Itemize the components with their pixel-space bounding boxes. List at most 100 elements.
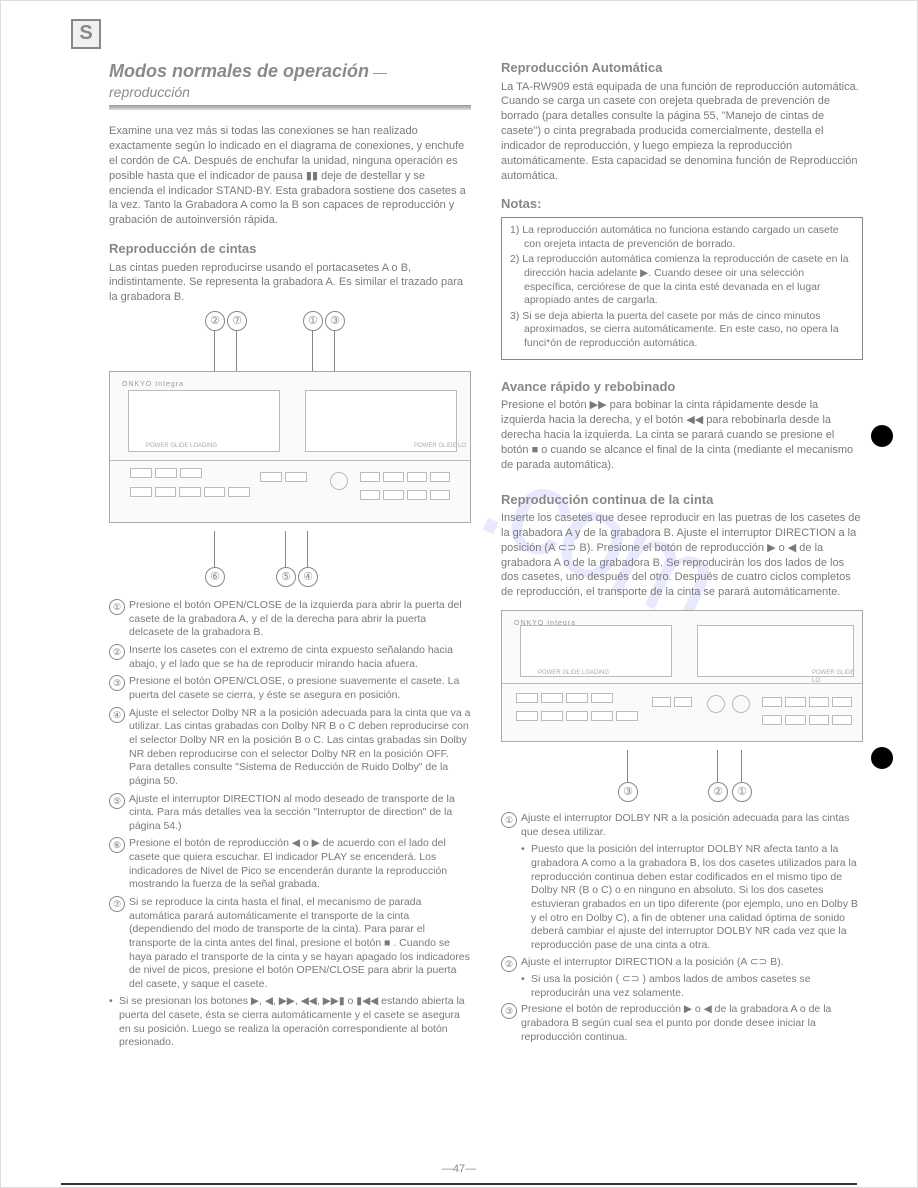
callout-line (214, 331, 215, 371)
callout-3: ③ (325, 311, 345, 331)
divider (110, 460, 470, 461)
note-item: 2) La reproducción automática comienza l… (510, 253, 854, 308)
steps-list-right: ①Ajuste el interruptor DOLBY NR a la pos… (501, 812, 863, 839)
callout-4: ④ (298, 567, 318, 587)
step-text: Presione el botón de reproducción ▶ o ◀ … (521, 1003, 831, 1042)
callout-3: ③ (618, 782, 638, 802)
callout-row-right: ③ ② ① (501, 750, 863, 804)
section-heading: Reproducción de cintas (109, 240, 471, 258)
step-number: ④ (109, 707, 125, 723)
note-item: 1) La reproducción automática no funcion… (510, 224, 854, 251)
page-number: —47— (1, 1163, 917, 1175)
step-number: ⑥ (109, 837, 125, 853)
step-text: Si se reproduce la cinta hasta el final,… (129, 896, 470, 990)
button-row (130, 468, 210, 478)
button-row (516, 693, 616, 703)
section-heading: Reproducción Automática (501, 59, 863, 77)
knob (707, 695, 725, 713)
callout-row-bottom: ⑥ ⑤ ④ (109, 531, 471, 591)
button-row (762, 697, 852, 707)
bottom-border (61, 1183, 857, 1185)
step-item: ②Inserte los casetes con el extremo de c… (109, 644, 471, 671)
step-number: ① (109, 599, 125, 615)
step-item: ② Ajuste el interruptor DIRECTION a la po… (501, 956, 863, 970)
button-row (762, 715, 852, 725)
callout-5: ⑤ (276, 567, 296, 587)
step-number: ③ (109, 675, 125, 691)
step-number: ③ (501, 1003, 517, 1019)
step-number: ② (501, 956, 517, 972)
button-row (360, 472, 450, 482)
bullet-list: Puesto que la posición del interruptor D… (521, 843, 863, 952)
step-item: ⑤Ajuste el interruptor DIRECTION al modo… (109, 793, 471, 834)
step-item: ①Ajuste el interruptor DOLBY NR a la pos… (501, 812, 863, 839)
step-item: ⑥Presione el botón de reproducción ◀ o ▶… (109, 837, 471, 892)
step-item: ③Presione el botón OPEN/CLOSE, o presion… (109, 675, 471, 702)
main-title: Modos normales de operación (109, 61, 369, 81)
step-text: Ajuste el interruptor DIRECTION a la pos… (521, 956, 784, 968)
step-item: ①Presione el botón OPEN/CLOSE de la izqu… (109, 599, 471, 640)
section-paragraph: Presione el botón ▶▶ para bobinar la cin… (501, 398, 863, 472)
step-item: ③Presione el botón de reproducción ▶ o ◀… (501, 1003, 863, 1044)
step-text: Ajuste el interruptor DOLBY NR a la posi… (521, 812, 849, 838)
callout-6: ⑥ (205, 567, 225, 587)
step-number: ⑤ (109, 793, 125, 809)
step-item: ⑦Si se reproduce la cinta hasta el final… (109, 896, 471, 991)
bullet-item: Si usa la posición ( ⊂⊃ ) ambos lados de… (521, 973, 863, 1000)
callout-1: ① (732, 782, 752, 802)
section-heading: Avance rápido y rebobinado (501, 378, 863, 396)
manual-page: S alsh .com Modos normales de operación … (0, 0, 918, 1188)
section-paragraph: La TA-RW909 está equipada de una función… (501, 80, 863, 184)
callout-7: ⑦ (227, 311, 247, 331)
left-column: Modos normales de operación — reproducci… (109, 59, 471, 1149)
step-text: Inserte los casetes con el extremo de ci… (129, 644, 453, 670)
bullet-item: Puesto que la posición del interruptor D… (521, 843, 863, 952)
callout-line (285, 531, 286, 567)
section-heading: Reproducción continua de la cinta (501, 491, 863, 509)
notes-box: 1) La reproducción automática no funcion… (501, 217, 863, 360)
step-number: ① (501, 812, 517, 828)
steps-list-right-3: ③Presione el botón de reproducción ▶ o ◀… (501, 1003, 863, 1044)
callout-2: ② (708, 782, 728, 802)
button-row (360, 490, 450, 500)
divider (502, 683, 862, 684)
title-rule (109, 105, 471, 110)
binder-hole (871, 747, 893, 769)
step-text: Ajuste el interruptor DIRECTION al modo … (129, 793, 455, 832)
steps-list-right-2: ② Ajuste el interruptor DIRECTION a la po… (501, 956, 863, 970)
knob (330, 472, 348, 490)
main-title-row: Modos normales de operación — reproducci… (109, 59, 471, 102)
callout-line (307, 531, 308, 567)
steps-list-left: ①Presione el botón OPEN/CLOSE de la izqu… (109, 599, 471, 991)
button-row (516, 711, 646, 721)
step-item: ④Ajuste el selector Dolby NR a la posici… (109, 707, 471, 789)
callout-row-top: ② ⑦ ① ③ (109, 311, 471, 371)
callout-line (214, 531, 215, 567)
section-paragraph: Las cintas pueden reproducirse usando el… (109, 261, 471, 306)
deck-text: POWER GLIDE LO (414, 442, 466, 450)
bullet-item: Si se presionan los botones ▶, ◀, ▶▶, ◀◀… (109, 995, 471, 1050)
callout-line (741, 750, 742, 782)
section-paragraph: Inserte los casetes que desee reproducir… (501, 511, 863, 600)
callout-1: ① (303, 311, 323, 331)
bullet-list: Si se presionan los botones ▶, ◀, ▶▶, ◀◀… (109, 995, 471, 1050)
callout-line (236, 331, 237, 371)
step-number: ⑦ (109, 896, 125, 912)
logo-badge: S (71, 19, 101, 49)
callout-line (312, 331, 313, 371)
notes-heading: Notas: (501, 195, 863, 213)
step-text: Ajuste el selector Dolby NR a la posició… (129, 707, 470, 787)
bullet-list: Si usa la posición ( ⊂⊃ ) ambos lados de… (521, 973, 863, 1000)
button-row (130, 487, 250, 497)
step-text: Presione el botón OPEN/CLOSE, o presione… (129, 675, 459, 701)
deck-diagram-right: ONKYO Integra POWER GLIDE LOADING POWER … (501, 610, 863, 742)
deck-brand-label: ONKYO Integra (122, 380, 184, 389)
callout-line (627, 750, 628, 782)
callout-line (334, 331, 335, 371)
content-area: Modos normales de operación — reproducci… (109, 59, 863, 1149)
button-row (260, 472, 320, 482)
intro-paragraph: Examine una vez más si todas las conexio… (109, 124, 471, 228)
deck-text: POWER GLIDE LOADING (146, 442, 217, 450)
callout-line (717, 750, 718, 782)
button-row (652, 697, 692, 707)
